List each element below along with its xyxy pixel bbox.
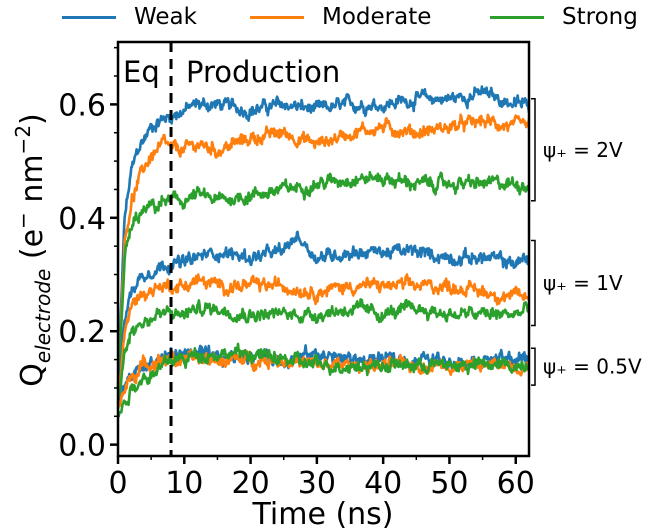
legend-item-strong: Strong (490, 4, 638, 30)
x-tick-label: 60 (497, 466, 535, 501)
legend-label-weak: Weak (134, 4, 197, 30)
bracket-label: ψ₊ = 0.5V (543, 355, 642, 379)
series-line-strong-2V (116, 170, 531, 387)
x-tick-label: 30 (298, 466, 336, 501)
bracket-2 (531, 347, 536, 386)
x-axis-ticks: 0 10 20 30 40 50 60 (108, 456, 535, 501)
legend-label-moderate: Moderate (322, 4, 432, 30)
x-tick-label: 50 (430, 466, 468, 501)
legend: Weak Moderate Strong (0, 0, 663, 40)
x-tick-label: 0 (108, 466, 127, 501)
bracket-annotations: ψ₊ = 2V ψ₊ = 1V ψ₊ = 0.5V (531, 97, 642, 386)
legend-swatch-strong (490, 15, 544, 19)
legend-label-strong: Strong (562, 4, 638, 30)
y-tick-label: 0.2 (58, 315, 106, 350)
x-tick-label: 10 (165, 466, 203, 501)
bracket-label: ψ₊ = 2V (543, 138, 623, 162)
series-line-moderate-2V (116, 113, 531, 390)
series-line-moderate-1V (116, 273, 531, 405)
legend-item-weak: Weak (62, 4, 197, 30)
x-tick-label: 40 (364, 466, 402, 501)
y-tick-label: 0.6 (58, 88, 106, 123)
series-layer (116, 85, 531, 418)
series-line-weak-2V (116, 85, 531, 389)
legend-swatch-moderate (250, 15, 304, 19)
legend-swatch-weak (62, 15, 116, 19)
series-line-weak-0-5V (116, 344, 531, 406)
y-axis-label: Qelectrode (e− nm−2) (11, 113, 55, 387)
y-tick-label: 0.0 (58, 429, 106, 464)
legend-item-moderate: Moderate (250, 4, 431, 30)
bracket-label: ψ₊ = 1V (543, 271, 623, 295)
plot-frame (116, 40, 531, 458)
series-line-strong-1V (116, 298, 530, 410)
region-label-production: Production (186, 55, 340, 89)
bracket-0 (531, 97, 536, 202)
series-line-weak-1V (116, 230, 531, 395)
bracket-1 (531, 239, 536, 327)
series-line-strong-0-5V (117, 342, 531, 418)
y-tick-label: 0.4 (58, 202, 106, 237)
y-axis-ticks: 0.0 0.2 0.4 0.6 (58, 46, 118, 464)
region-label-eq: Eq (123, 55, 160, 89)
x-tick-label: 20 (231, 466, 269, 501)
x-axis-label: Time (ns) (251, 497, 393, 529)
